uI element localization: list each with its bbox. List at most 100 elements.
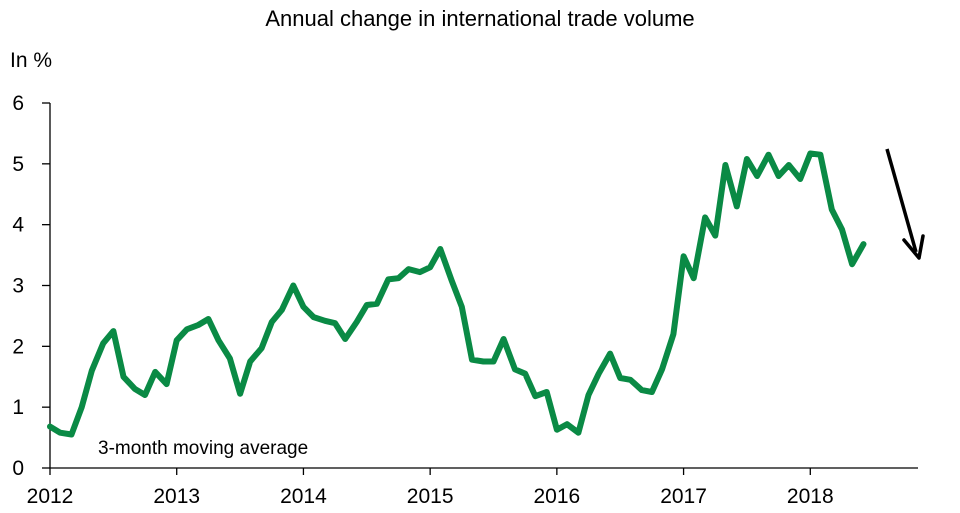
data-point [69,432,74,437]
down-trend-arrow [885,148,925,260]
data-point [586,392,591,398]
data-point [713,233,718,238]
data-point [618,375,623,381]
data-point [639,387,644,393]
data-point [291,283,296,288]
data-point [723,162,728,168]
data-point [206,316,211,322]
data-point [544,389,549,395]
x-axis: 2012 2013 2014 2015 2016 2017 2018 [27,468,834,508]
data-point [216,338,221,343]
data-point [301,304,306,309]
data-point [702,215,708,220]
data-point [279,307,285,312]
data-point [101,341,106,346]
data-point [681,254,686,259]
data-point [121,374,126,379]
data-point [691,276,696,281]
data-point [343,336,348,342]
data-point [628,377,633,382]
data-point [174,338,179,343]
x-tick-label: 2013 [153,485,200,508]
data-point [417,269,423,275]
data-point [227,356,233,361]
data-point [196,322,201,328]
data-point [501,336,506,342]
data-point [512,367,518,372]
data-point [734,204,739,209]
data-point [111,328,116,334]
data-point [491,359,496,364]
y-axis-label: In % [10,49,52,72]
y-axis: 0 1 2 3 4 5 6 [12,92,50,480]
chart-title: Annual change in international trade vol… [265,6,694,31]
data-point [354,319,359,325]
x-tick-label: 2015 [407,485,454,508]
y-tick-label: 3 [12,275,24,298]
data-point [469,357,475,362]
data-point [396,276,401,281]
x-tick-label: 2018 [787,485,834,508]
data-point [164,381,169,387]
data-point [671,332,676,337]
y-tick-label: 4 [12,214,24,237]
y-tick-label: 0 [12,457,24,480]
data-point [659,367,665,372]
data-point [554,427,560,432]
data-point [839,227,845,232]
data-point [798,176,803,182]
data-point [786,162,791,168]
data-point [142,392,148,398]
data-point [332,321,338,326]
data-point [808,151,813,156]
data-point [818,152,823,157]
data-point [132,386,138,392]
x-tick-label: 2016 [534,485,581,508]
data-points [47,151,866,437]
data-point [766,152,771,157]
data-point [406,266,411,272]
data-point [259,346,264,351]
data-point [322,318,328,323]
y-tick-label: 1 [12,396,24,419]
data-point [861,241,866,247]
data-point [607,351,613,356]
data-point [427,265,433,270]
data-point [459,304,464,309]
data-point [248,359,253,364]
data-point [438,246,443,252]
data-point [47,424,53,429]
data-point [849,262,855,267]
data-point [79,405,84,410]
series-line-trade-volume [47,150,867,438]
data-point [153,369,158,375]
arrow-shaft [885,148,918,253]
data-point [576,430,581,435]
data-point [596,371,601,376]
data-point [533,394,538,399]
data-point [523,371,528,376]
data-point [754,173,760,179]
data-point [184,327,190,332]
data-point [237,391,243,396]
data-point [481,359,486,364]
data-point [57,430,63,435]
data-point [311,314,316,320]
data-point [649,389,655,395]
data-point [449,278,454,283]
arrow-head [902,234,925,260]
y-tick-label: 2 [12,335,24,358]
data-point [386,277,391,282]
x-tick-label: 2017 [660,485,707,508]
moving-average-note: 3-month moving average [98,438,308,459]
data-point [776,173,781,179]
y-tick-label: 6 [12,92,24,115]
x-tick-label: 2014 [280,485,327,508]
data-point [89,368,95,373]
data-point [374,301,380,306]
data-point [829,207,834,212]
y-tick-label: 5 [12,153,24,176]
data-point [269,319,274,325]
data-point [744,156,750,162]
